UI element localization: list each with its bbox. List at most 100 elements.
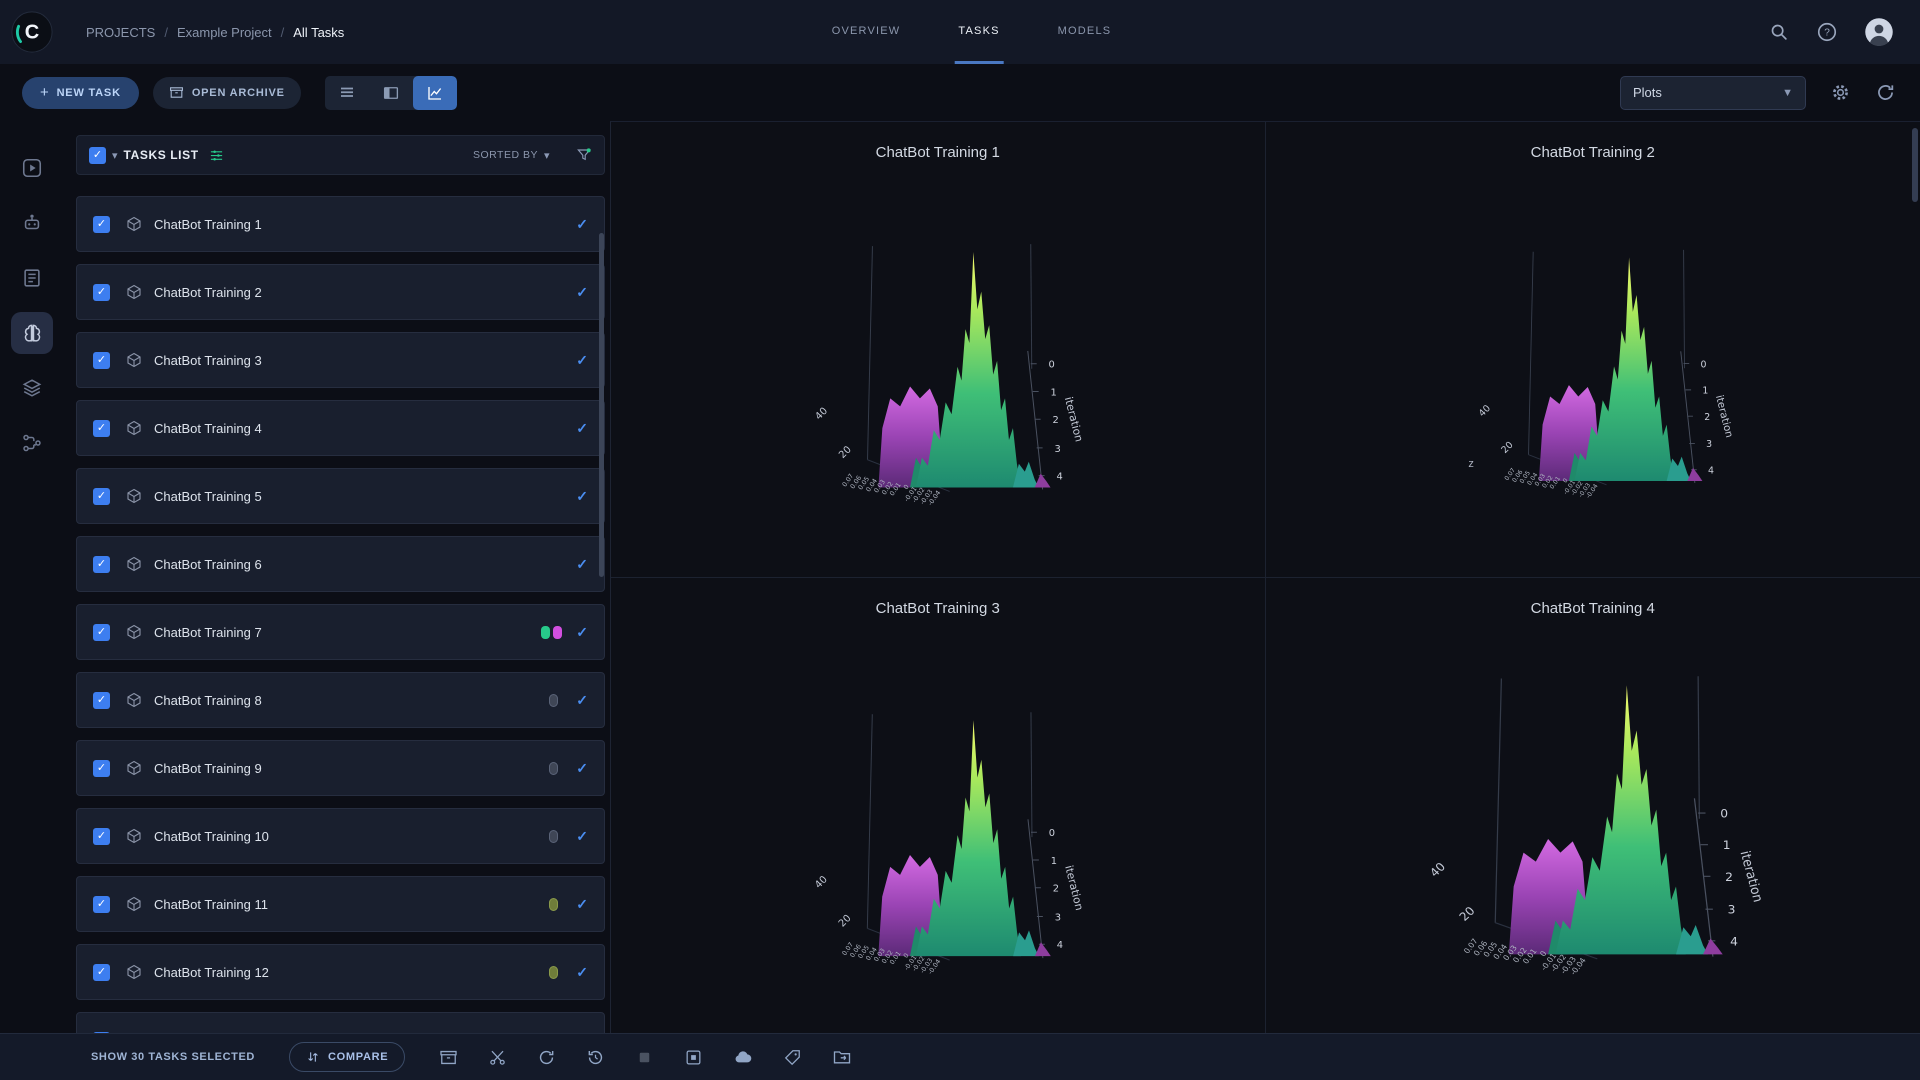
retry-button[interactable] — [586, 1048, 605, 1067]
compare-button[interactable]: COMPARE — [288, 1042, 406, 1072]
task-row-11[interactable]: ✓ ChatBot Training 11 ✓ — [76, 876, 605, 932]
top-nav: C PROJECTS / Example Project / All Tasks… — [0, 0, 1920, 64]
task-checkbox[interactable]: ✓ — [93, 691, 110, 709]
split-view-button[interactable] — [369, 76, 413, 110]
upload-button[interactable] — [733, 1047, 753, 1067]
task-name: ChatBot Training 8 — [154, 692, 262, 708]
sidebar-item-workers[interactable] — [11, 202, 53, 244]
task-checkbox[interactable]: ✓ — [93, 215, 110, 233]
abort-button[interactable] — [635, 1048, 654, 1067]
sidebar-item-datasets[interactable] — [11, 367, 53, 409]
filter-button[interactable] — [576, 147, 592, 163]
model-indicator-dot — [549, 897, 559, 911]
sidebar-item-experiments[interactable] — [11, 312, 53, 354]
task-row-8[interactable]: ✓ ChatBot Training 8 ✓ — [76, 672, 605, 728]
task-row-9[interactable]: ✓ ChatBot Training 9 ✓ — [76, 740, 605, 796]
task-type-icon — [126, 420, 142, 436]
surface-plot-2[interactable] — [1266, 161, 1920, 577]
plot-panel-1[interactable]: ChatBot Training 1 — [611, 122, 1266, 578]
add-tag-button[interactable] — [783, 1048, 802, 1067]
task-checkbox[interactable]: ✓ — [93, 623, 110, 641]
move-to-project-button[interactable] — [832, 1047, 852, 1067]
plots-scrollbar[interactable] — [1912, 128, 1918, 202]
plot-panel-2[interactable]: ChatBot Training 2 z — [1265, 122, 1920, 578]
sidebar-item-reports[interactable] — [11, 257, 53, 299]
task-row-10[interactable]: ✓ ChatBot Training 10 ✓ — [76, 808, 605, 864]
task-row-12[interactable]: ✓ ChatBot Training 12 ✓ — [76, 944, 605, 1000]
surface-plot-1[interactable] — [611, 161, 1265, 577]
task-checkbox[interactable]: ✓ — [93, 963, 110, 981]
tasks-scrollbar[interactable] — [599, 233, 604, 577]
task-row-7[interactable]: ✓ ChatBot Training 7 ✓ — [76, 604, 605, 660]
auto-refresh-button[interactable] — [1875, 82, 1896, 103]
select-all-checkbox[interactable]: ✓ — [89, 146, 106, 164]
metric-type-select[interactable]: Plots ▼ — [1620, 75, 1806, 110]
user-avatar — [1865, 18, 1893, 46]
column-settings-icon[interactable] — [209, 148, 224, 163]
help-button[interactable]: ? — [1816, 21, 1838, 43]
task-row-2[interactable]: ✓ ChatBot Training 2 ✓ — [76, 264, 605, 320]
task-row-4[interactable]: ✓ ChatBot Training 4 ✓ — [76, 400, 605, 456]
task-type-icon — [126, 896, 142, 912]
plot-panel-3[interactable]: ChatBot Training 3 — [611, 577, 1266, 1034]
tags-icon — [785, 1049, 801, 1065]
task-checkbox[interactable]: ✓ — [93, 419, 110, 437]
breadcrumb-projects[interactable]: PROJECTS — [86, 24, 156, 40]
show-selected-button[interactable]: SHOW 30 TASKS SELECTED — [91, 1051, 255, 1063]
projects-icon — [22, 158, 42, 178]
publish-button[interactable] — [684, 1048, 703, 1067]
task-row-5[interactable]: ✓ ChatBot Training 5 ✓ — [76, 468, 605, 524]
task-checkbox[interactable]: ✓ — [93, 555, 110, 573]
search-button[interactable] — [1768, 21, 1790, 43]
task-checkbox[interactable]: ✓ — [93, 283, 110, 301]
task-row-1[interactable]: ✓ ChatBot Training 1 ✓ — [76, 196, 605, 252]
model-indicator-dot — [549, 693, 559, 707]
user-menu-button[interactable] — [1864, 17, 1894, 47]
status-completed-icon: ✓ — [576, 895, 588, 912]
task-checkbox[interactable]: ✓ — [93, 895, 110, 913]
status-completed-icon: ✓ — [576, 351, 588, 368]
task-row-3[interactable]: ✓ ChatBot Training 3 ✓ — [76, 332, 605, 388]
task-checkbox[interactable]: ✓ — [93, 487, 110, 505]
task-checkbox[interactable]: ✓ — [93, 759, 110, 777]
reset-button[interactable] — [537, 1048, 556, 1067]
plus-icon: + — [40, 84, 50, 101]
dequeue-button[interactable] — [488, 1048, 507, 1067]
tab-tasks[interactable]: TASKS — [954, 0, 1004, 64]
tab-overview[interactable]: OVERVIEW — [831, 24, 901, 37]
surface-plot-4[interactable] — [1266, 617, 1920, 1034]
task-row-6[interactable]: ✓ ChatBot Training 6 ✓ — [76, 536, 605, 592]
tab-models[interactable]: MODELS — [1057, 24, 1112, 37]
task-checkbox[interactable]: ✓ — [93, 827, 110, 845]
task-type-icon — [126, 284, 142, 300]
chart-view-button[interactable] — [412, 75, 457, 110]
settings-button[interactable] — [1830, 82, 1851, 103]
sorted-by-control[interactable]: SORTED BY ▾ — [472, 149, 550, 162]
open-archive-button[interactable]: OPEN ARCHIVE — [152, 76, 301, 109]
task-checkbox[interactable]: ✓ — [93, 351, 110, 369]
tag-magenta — [553, 625, 563, 639]
chevron-down-icon: ▼ — [1782, 86, 1793, 99]
main: ✓ ▾ TASKS LIST SORTED BY ▾ — [0, 121, 1920, 1033]
sidebar-item-projects[interactable] — [11, 147, 53, 189]
task-type-icon — [126, 216, 142, 232]
content: ✓ ▾ TASKS LIST SORTED BY ▾ — [64, 121, 1920, 1033]
status-completed-icon: ✓ — [576, 487, 588, 504]
reset-icon — [540, 1050, 554, 1064]
status-completed-icon: ✓ — [576, 963, 588, 980]
table-view-button[interactable] — [325, 76, 369, 110]
breadcrumb-project[interactable]: Example Project — [176, 24, 272, 40]
task-checkbox[interactable]: ✓ — [93, 1031, 110, 1033]
task-type-icon — [126, 488, 142, 504]
status-completed-icon: ✓ — [576, 759, 588, 776]
select-all-caret-icon[interactable]: ▾ — [112, 149, 118, 162]
workers-icon — [24, 214, 40, 230]
status-completed-icon: ✓ — [576, 555, 588, 572]
surface-plot-3[interactable] — [611, 617, 1265, 1034]
new-task-button[interactable]: + NEW TASK — [22, 76, 139, 109]
app-logo[interactable]: C — [0, 10, 64, 54]
sidebar-item-pipelines[interactable] — [11, 422, 53, 464]
archive-button[interactable] — [439, 1048, 458, 1067]
task-row-partial[interactable]: ✓ — [76, 1012, 605, 1033]
plot-panel-4[interactable]: ChatBot Training 4 — [1266, 578, 1920, 1034]
